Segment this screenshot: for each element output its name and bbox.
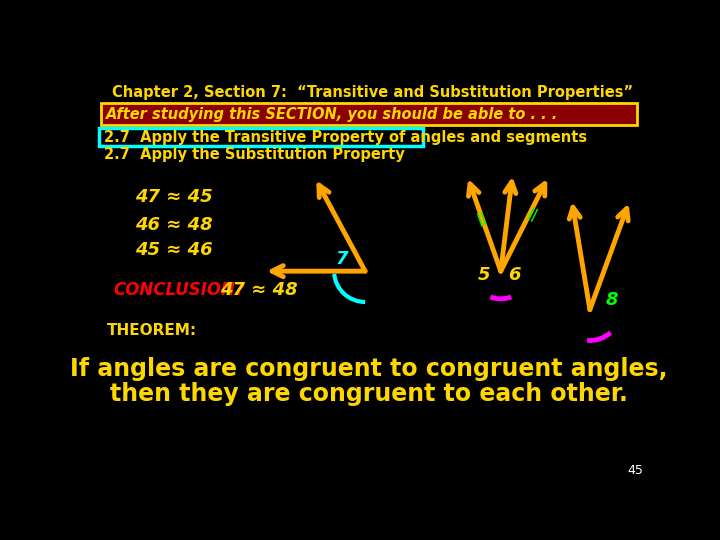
Text: 2.7  Apply the Transitive Property of angles and segments: 2.7 Apply the Transitive Property of ang… <box>104 130 587 145</box>
Text: 45: 45 <box>627 464 643 477</box>
Text: 2.7  Apply the Substitution Property: 2.7 Apply the Substitution Property <box>104 147 405 161</box>
Text: 47 ≈ 45: 47 ≈ 45 <box>135 188 212 206</box>
Text: After studying this SECTION, you should be able to . . .: After studying this SECTION, you should … <box>106 106 558 122</box>
Text: 45 ≈ 46: 45 ≈ 46 <box>135 241 212 259</box>
Text: 8: 8 <box>606 292 618 309</box>
Text: 7: 7 <box>336 250 348 268</box>
Text: THEOREM:: THEOREM: <box>107 323 197 338</box>
Text: CONCLUSION?: CONCLUSION? <box>113 281 245 299</box>
Text: 47 ≈ 48: 47 ≈ 48 <box>220 281 298 299</box>
Text: ||: || <box>524 206 539 224</box>
FancyBboxPatch shape <box>99 128 423 146</box>
Text: 5: 5 <box>477 266 490 284</box>
Text: then they are congruent to each other.: then they are congruent to each other. <box>110 382 628 407</box>
Text: ||: || <box>475 211 489 227</box>
Text: Chapter 2, Section 7:  “Transitive and Substitution Properties”: Chapter 2, Section 7: “Transitive and Su… <box>112 85 633 100</box>
FancyBboxPatch shape <box>101 103 637 125</box>
Text: 46 ≈ 48: 46 ≈ 48 <box>135 216 212 234</box>
Text: 6: 6 <box>508 266 521 284</box>
Text: If angles are congruent to congruent angles,: If angles are congruent to congruent ang… <box>71 357 667 381</box>
